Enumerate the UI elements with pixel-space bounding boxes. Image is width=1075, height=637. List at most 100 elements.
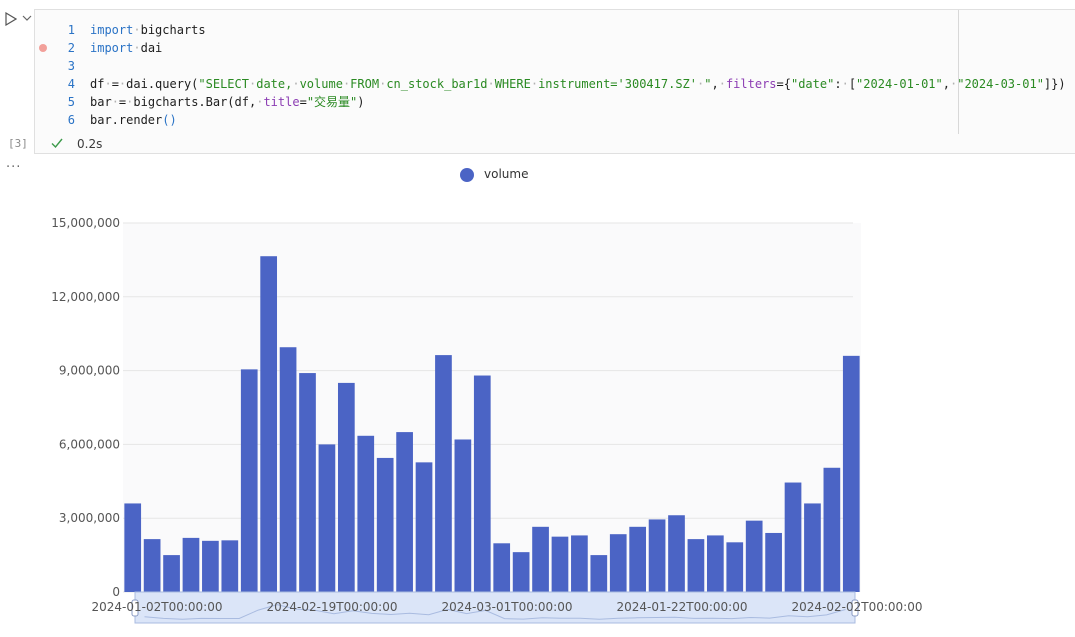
code-line: 1 import·bigcharts: [35, 21, 1066, 39]
code-token: "交易量": [306, 95, 358, 109]
bar[interactable]: [512, 552, 530, 592]
code-token: ·: [697, 77, 705, 91]
bar[interactable]: [629, 526, 647, 592]
code-token: ·: [133, 41, 141, 55]
y-tick-label: 9,000,000: [59, 364, 120, 378]
x-tick-label: 2024-03-01T00:00:00: [442, 600, 573, 614]
code-token: ·: [104, 77, 112, 91]
bar[interactable]: [435, 355, 452, 592]
bar[interactable]: [765, 532, 782, 592]
code-token: ,: [711, 77, 719, 91]
y-tick-label: 0: [112, 585, 120, 599]
code-token: ·: [248, 77, 257, 91]
data-zoom-slider[interactable]: [134, 591, 856, 624]
code-token: "SELECT: [198, 77, 249, 91]
bar[interactable]: [221, 540, 239, 592]
bar[interactable]: [804, 503, 821, 592]
bar[interactable]: [202, 540, 219, 592]
code-token: "2024-01-01": [856, 77, 943, 91]
code-token: ·: [126, 95, 134, 109]
more-icon[interactable]: ···: [6, 160, 22, 175]
bar[interactable]: [571, 535, 588, 592]
bar[interactable]: [415, 462, 433, 592]
code-token: date,: [256, 77, 293, 91]
bar[interactable]: [745, 520, 763, 592]
code-token: ·: [487, 77, 495, 91]
legend-marker-icon[interactable]: [460, 168, 474, 182]
bar[interactable]: [823, 467, 841, 592]
data-zoom-handle-icon[interactable]: [131, 599, 139, 617]
bar[interactable]: [182, 537, 200, 592]
code-token: ·: [530, 77, 539, 91]
bar[interactable]: [124, 503, 142, 592]
bar[interactable]: [318, 444, 336, 592]
chevron-down-icon[interactable]: [22, 13, 32, 23]
bar[interactable]: [240, 369, 258, 592]
bar[interactable]: [493, 543, 511, 592]
y-tick-label: 6,000,000: [59, 437, 120, 451]
code-token: ·: [256, 95, 264, 109]
bar[interactable]: [337, 382, 355, 592]
code-token: cn_stock_bar1d: [386, 77, 488, 91]
code-line: 5 bar·=·bigcharts.Bar(df,·title="交易量"): [35, 93, 1066, 111]
code-token: dai: [140, 41, 163, 55]
bar[interactable]: [396, 432, 413, 592]
bar[interactable]: [260, 256, 278, 592]
bar[interactable]: [706, 535, 724, 592]
code-token: dai.query(: [126, 77, 199, 91]
line-number: 2: [67, 41, 75, 55]
code-token: WHERE: [494, 77, 531, 91]
breakpoint-icon[interactable]: [39, 44, 47, 52]
bar[interactable]: [551, 536, 569, 592]
bar[interactable]: [668, 515, 685, 592]
bar[interactable]: [163, 555, 180, 592]
run-time: 0.2s: [77, 137, 103, 151]
bar[interactable]: [532, 526, 549, 592]
code-token: "date": [790, 77, 835, 91]
data-zoom-preview-line: [144, 604, 846, 620]
bar[interactable]: [299, 373, 316, 592]
bar[interactable]: [842, 355, 860, 592]
bar[interactable]: [143, 539, 161, 592]
code-token: filters: [725, 77, 777, 91]
code-line: 2 import·dai: [35, 39, 1066, 57]
code-token: (): [162, 113, 177, 127]
bar[interactable]: [784, 482, 802, 592]
code-token: bar.render: [90, 113, 163, 127]
x-tick-label: 2024-01-02T00:00:00: [92, 600, 223, 614]
bar[interactable]: [609, 534, 627, 592]
code-token: ·: [949, 77, 958, 91]
code-line: 4 df·=·dai.query("SELECT·date,·volume·FRO…: [35, 75, 1066, 93]
bar[interactable]: [648, 519, 666, 592]
bar[interactable]: [687, 539, 705, 592]
code-token: import: [90, 41, 134, 55]
y-tick-label: 15,000,000: [51, 216, 120, 230]
code-token: import: [90, 23, 134, 37]
code-token: ·: [133, 23, 141, 37]
bar[interactable]: [454, 439, 472, 592]
code-token: title: [263, 95, 300, 109]
code-token: =: [111, 77, 119, 91]
code-token: bigcharts.Bar(df,: [133, 95, 257, 109]
execution-count: [3]: [8, 137, 28, 150]
line-number: 5: [67, 95, 75, 109]
code-editor[interactable]: 1 import·bigcharts 2 import·dai 3 4 df·=·dai.q…: [35, 10, 1066, 134]
bar[interactable]: [357, 435, 375, 592]
code-token: ·: [379, 77, 387, 91]
code-token: "2024-03-01": [957, 77, 1044, 91]
code-cell[interactable]: 1 import·bigcharts 2 import·dai 3 4 df·=·dai.q…: [34, 9, 1075, 154]
x-tick-label: 2024-02-19T00:00:00: [267, 600, 398, 614]
data-zoom-handle-icon[interactable]: [851, 599, 859, 617]
run-icon[interactable]: [5, 12, 17, 26]
legend-label[interactable]: volume: [484, 167, 529, 181]
bar[interactable]: [473, 375, 491, 592]
code-token: instrument='300417.SZ': [538, 77, 698, 91]
bar[interactable]: [590, 555, 608, 592]
code-token: =: [118, 95, 127, 109]
code-token: [: [848, 77, 857, 91]
code-token: df: [90, 77, 105, 91]
bar[interactable]: [726, 542, 744, 592]
bar[interactable]: [376, 457, 394, 592]
code-token: ": [704, 77, 712, 91]
bar[interactable]: [279, 347, 297, 592]
